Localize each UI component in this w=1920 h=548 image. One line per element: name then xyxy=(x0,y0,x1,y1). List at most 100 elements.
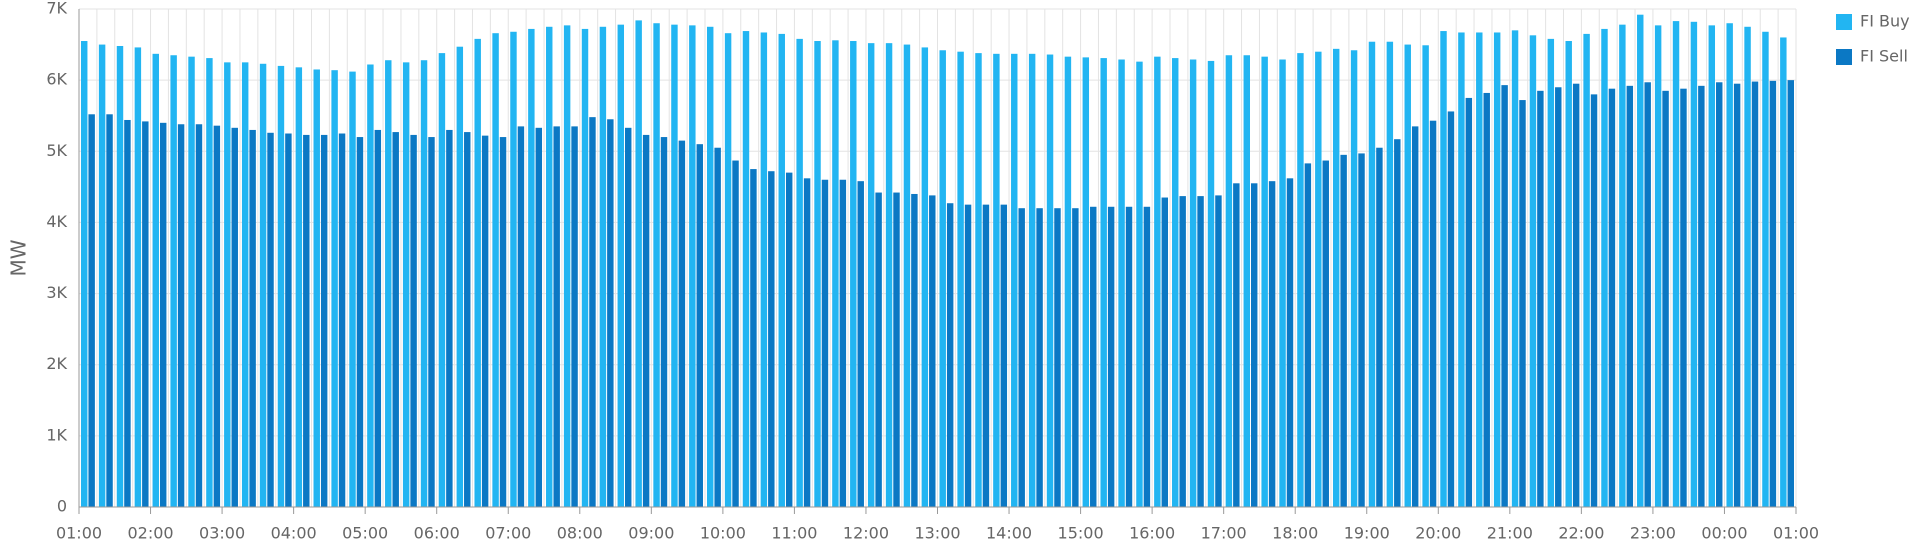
bar xyxy=(295,67,303,507)
y-tick-label: 0 xyxy=(57,497,67,516)
bar xyxy=(1787,80,1794,508)
bar xyxy=(1555,87,1562,507)
bar xyxy=(1501,85,1508,507)
bar xyxy=(231,127,238,508)
bar xyxy=(177,124,185,507)
legend-label: FI Sell xyxy=(1860,47,1908,66)
bar xyxy=(1626,85,1634,507)
x-tick-label: 13:00 xyxy=(914,524,960,543)
bar xyxy=(374,129,382,507)
bar xyxy=(1054,208,1061,507)
bar xyxy=(152,53,159,507)
bar xyxy=(1250,183,1258,508)
bar xyxy=(857,181,864,507)
x-tick-label: 17:00 xyxy=(1201,524,1247,543)
bar xyxy=(464,132,471,507)
x-tick-label: 08:00 xyxy=(557,524,603,543)
bar xyxy=(438,53,446,507)
bar xyxy=(1189,59,1197,508)
bar xyxy=(1136,61,1143,507)
bar xyxy=(1726,23,1733,507)
bar xyxy=(385,60,392,507)
bar xyxy=(796,38,803,507)
bar xyxy=(768,171,775,507)
bar xyxy=(1207,60,1215,507)
bar xyxy=(1447,111,1455,508)
bar xyxy=(571,126,578,507)
bar xyxy=(1762,31,1769,507)
bar xyxy=(285,133,292,507)
bar xyxy=(778,33,785,508)
bar xyxy=(492,33,499,508)
x-tick-label: 14:00 xyxy=(986,524,1032,543)
bar xyxy=(303,134,310,507)
bar xyxy=(1440,31,1447,507)
bar xyxy=(975,53,982,507)
bar xyxy=(678,140,686,507)
bar xyxy=(1172,58,1179,508)
bar xyxy=(1394,139,1401,508)
x-tick-label: 06:00 xyxy=(414,524,460,543)
bar xyxy=(1644,82,1651,507)
bar xyxy=(563,25,571,508)
bar xyxy=(617,24,625,507)
bar xyxy=(635,20,642,508)
x-tick-label: 07:00 xyxy=(485,524,531,543)
bar xyxy=(1751,81,1759,508)
bar xyxy=(1637,14,1644,507)
bar xyxy=(1404,44,1411,507)
bar xyxy=(1036,208,1043,507)
bar xyxy=(392,132,399,507)
bar xyxy=(1680,88,1687,508)
bar xyxy=(1350,50,1358,508)
y-tick-label: 3K xyxy=(46,283,67,302)
bar xyxy=(481,135,489,508)
bar xyxy=(760,32,768,507)
bar xyxy=(188,56,195,508)
bar xyxy=(338,133,346,507)
bar xyxy=(625,127,632,508)
bar xyxy=(142,121,149,508)
x-tick-label: 18:00 xyxy=(1272,524,1318,543)
bar xyxy=(1493,32,1501,507)
bar xyxy=(1537,90,1544,508)
bar xyxy=(1458,32,1465,507)
x-tick-label: 20:00 xyxy=(1415,524,1461,543)
bar xyxy=(1690,21,1698,507)
bar xyxy=(331,70,338,507)
y-tick-label: 5K xyxy=(46,141,67,160)
bar xyxy=(814,41,821,508)
x-tick-label: 22:00 xyxy=(1558,524,1604,543)
bar xyxy=(474,38,481,507)
bar xyxy=(1422,45,1429,507)
y-tick-label: 4K xyxy=(46,212,67,231)
bar xyxy=(732,160,739,507)
bar xyxy=(581,28,589,507)
bar xyxy=(867,43,875,508)
bar xyxy=(446,129,453,507)
bar xyxy=(1733,83,1741,507)
bar xyxy=(213,125,221,507)
bar xyxy=(1547,38,1555,507)
bar xyxy=(724,33,732,508)
bar xyxy=(742,31,750,507)
bar xyxy=(921,47,929,507)
bar xyxy=(821,179,829,507)
bar xyxy=(499,137,507,508)
bar xyxy=(1243,55,1250,507)
bar xyxy=(1090,206,1097,507)
bar xyxy=(159,122,167,507)
bar xyxy=(803,178,811,507)
bar xyxy=(839,179,847,507)
bar xyxy=(1780,37,1787,507)
bar xyxy=(1476,32,1483,507)
x-tick-label: 11:00 xyxy=(771,524,817,543)
bar xyxy=(750,169,757,508)
bar xyxy=(1590,94,1598,507)
bar xyxy=(785,172,793,507)
bar xyxy=(1654,25,1662,508)
bar xyxy=(1179,196,1186,507)
bar xyxy=(510,31,517,507)
bar xyxy=(1100,58,1107,508)
